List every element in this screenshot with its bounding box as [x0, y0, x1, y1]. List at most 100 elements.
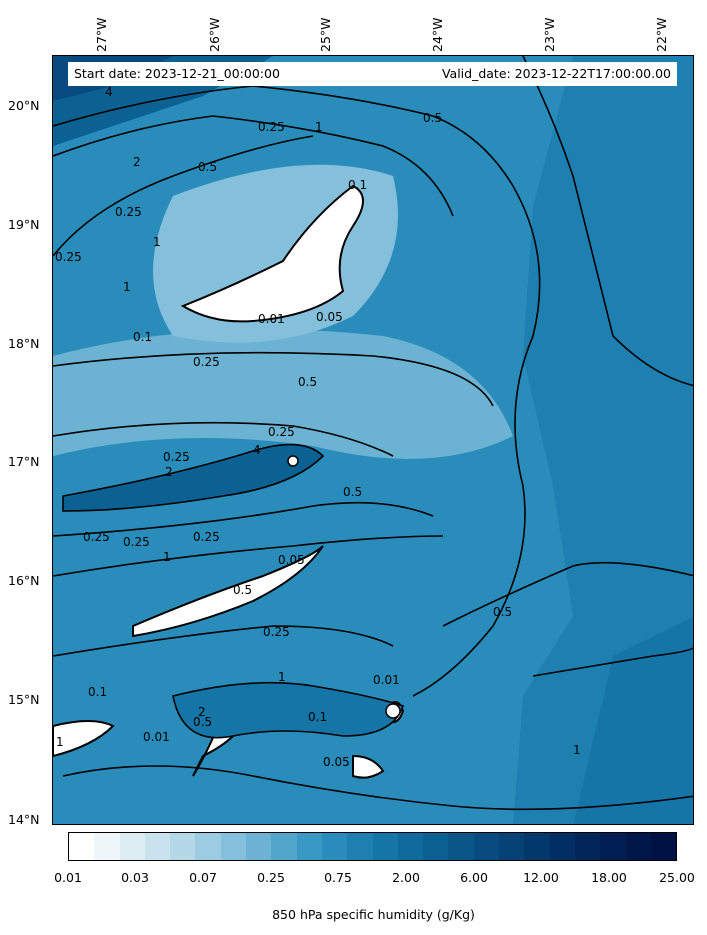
contour-label: 0.5 [298, 375, 317, 389]
contour-label: 0.1 [133, 330, 152, 344]
colorbar-swatch [347, 833, 373, 860]
lon-label-22w: 22°W [654, 17, 669, 52]
lat-label-17n: 17°N [8, 454, 40, 469]
dry-patch-2 [132, 545, 324, 638]
lon-label-25w: 25°W [318, 17, 333, 52]
contour-label: 1 [123, 280, 131, 294]
moist-filament-2 [172, 681, 405, 739]
colorbar-swatch [473, 833, 500, 860]
contour-label: 0.25 [55, 250, 82, 264]
contour-label: 0.1 [88, 685, 107, 699]
lat-label-20n: 20°N [8, 98, 40, 113]
contour-labels: 4 0.5 0.25 1 2 0.1 0.5 0.25 1 1 0.01 0.25 0.05 0.1 0.2… [55, 85, 581, 769]
contour-lines [53, 56, 693, 811]
contour-label: 0.25 [268, 425, 295, 439]
colorbar-swatch [321, 833, 348, 860]
humid-region-east [513, 56, 693, 824]
contour-label: 0.5 [198, 160, 217, 174]
colorbar-tick-label: 18.00 [591, 870, 627, 885]
colorbar-swatch [69, 833, 95, 860]
contour-label: 1 [573, 743, 581, 757]
contour-label: 0.5 [193, 715, 212, 729]
contour-label: 0.01 [143, 730, 170, 744]
dry-patch-1 [180, 184, 364, 323]
contour-label: 4 [253, 443, 261, 457]
lon-label-26w: 26°W [207, 17, 222, 52]
contour-label: 0.05 [316, 310, 343, 324]
contour-label: 0.1 [308, 710, 327, 724]
contour-label: 0.25 [115, 205, 142, 219]
colorbar-swatch [397, 833, 424, 860]
contour-label: 0.25 [163, 450, 190, 464]
colorbar-swatch [448, 833, 474, 860]
contour-label: 0.25 [123, 535, 150, 549]
dry-band [53, 329, 513, 459]
colorbar-swatch [271, 833, 297, 860]
contour-label: 0.5 [233, 583, 252, 597]
colorbar-swatch [524, 833, 550, 860]
contour-label: 0.01 [258, 312, 285, 326]
contour-label: 2 [133, 155, 141, 169]
colorbar-swatch [195, 833, 221, 860]
colorbar-tick-label: 0.25 [257, 870, 285, 885]
dry-spot-1 [287, 455, 299, 467]
colorbar [68, 832, 677, 861]
valid-date: Valid_date: 2023-12-22T17:00:00.00 [441, 66, 671, 81]
colorbar-swatch [650, 833, 677, 860]
colorbar-swatch [600, 833, 626, 860]
lat-label-14n: 14°N [8, 812, 40, 827]
colorbar-tick-label: 12.00 [523, 870, 559, 885]
lon-label-27w: 27°W [94, 17, 109, 52]
colorbar-swatch [423, 833, 449, 860]
colorbar-tick-label: 25.00 [659, 870, 695, 885]
contour-label: 0.5 [343, 485, 362, 499]
lat-label-18n: 18°N [8, 336, 40, 351]
contour-label: 0.5 [423, 111, 442, 125]
contour-label: 0.25 [258, 120, 285, 134]
colorbar-swatch [220, 833, 247, 860]
contour-label: 4 [105, 85, 113, 99]
contour-label: 2 [165, 465, 173, 479]
colorbar-tick-label: 0.01 [54, 870, 82, 885]
colorbar-swatch [170, 833, 196, 860]
contour-label: 0.25 [263, 625, 290, 639]
contour-label: 0.25 [83, 530, 110, 544]
contour-label: 0.05 [323, 755, 350, 769]
lat-label-16n: 16°N [8, 573, 40, 588]
colorbar-swatch [499, 833, 525, 860]
colorbar-swatch [144, 833, 171, 860]
humid-region-southeast [573, 616, 693, 824]
contour-label: 0.25 [193, 530, 220, 544]
colorbar-swatch [625, 833, 651, 860]
colorbar-label: 850 hPa specific humidity (g/Kg) [272, 907, 475, 922]
colorbar-swatch [119, 833, 145, 860]
dry-patch-3 [53, 720, 115, 758]
colorbar-swatch [372, 833, 398, 860]
colorbar-tick-label: 0.75 [324, 870, 352, 885]
humidity-map: 4 0.5 0.25 1 2 0.1 0.5 0.25 1 1 0.01 0.25 0.05 0.1 0.2… [53, 56, 693, 824]
colorbar-swatch [296, 833, 322, 860]
lon-label-23w: 23°W [542, 17, 557, 52]
colorbar-swatch [94, 833, 120, 860]
dry-spot-2 [385, 703, 401, 719]
lat-label-15n: 15°N [8, 692, 40, 707]
contour-label: 1 [163, 550, 171, 564]
colorbar-tick-label: 0.03 [121, 870, 149, 885]
colorbar-tick-label: 0.07 [189, 870, 217, 885]
contour-label: 2 [198, 705, 206, 719]
contour-label: 0.25 [193, 355, 220, 369]
contour-label: 0.1 [348, 178, 367, 192]
moist-filament-1 [62, 443, 325, 512]
map-panel: 4 0.5 0.25 1 2 0.1 0.5 0.25 1 1 0.01 0.25 0.05 0.1 0.2… [52, 55, 694, 825]
contour-label: 1 [315, 120, 323, 134]
contour-label: 1 [153, 235, 161, 249]
contour-label: 1 [278, 670, 286, 684]
colorbar-swatch [574, 833, 601, 860]
contour-label: 0.5 [493, 605, 512, 619]
contour-label: 0.05 [278, 553, 305, 567]
start-date: Start date: 2023-12-21_00:00:00 [74, 66, 280, 81]
lon-label-24w: 24°W [430, 17, 445, 52]
colorbar-swatch [246, 833, 272, 860]
colorbar-tick-label: 6.00 [460, 870, 488, 885]
contour-label: 1 [56, 735, 64, 749]
